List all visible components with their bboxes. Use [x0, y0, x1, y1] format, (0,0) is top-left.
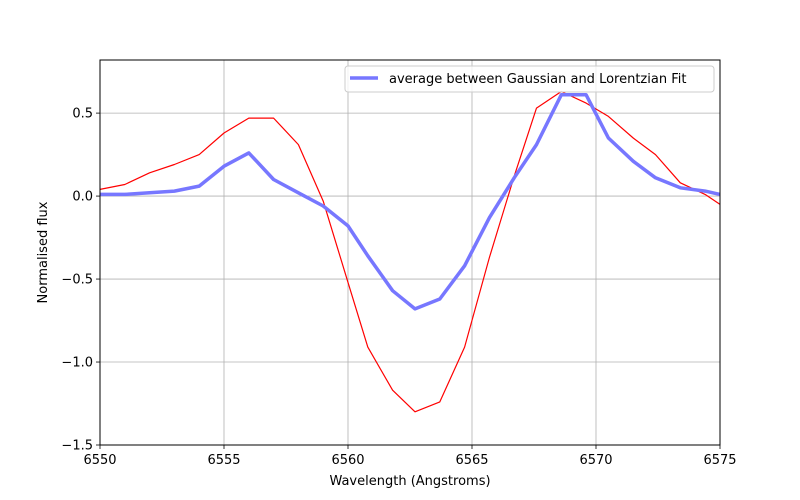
- x-axis-label: Wavelength (Angstroms): [329, 474, 490, 489]
- y-tick-label: 0.5: [72, 107, 93, 122]
- series-line-observed: [99, 90, 721, 413]
- x-tick-label: 6560: [331, 453, 364, 468]
- y-tick-label: −1.0: [61, 356, 93, 371]
- legend-entry-average-fit: average between Gaussian and Lorentzian …: [389, 72, 686, 87]
- y-axis-label: Normalised flux: [36, 201, 51, 303]
- x-tick-label: 6570: [579, 453, 612, 468]
- y-tick-label: −0.5: [61, 273, 93, 288]
- axis-ticks: 6550 6555 6560 6565 6570 6575 −1.5 −1.0 −0.5 0.0 0…: [61, 107, 736, 468]
- y-tick-label: 0.0: [72, 190, 93, 205]
- x-tick-label: 6575: [703, 453, 736, 468]
- legend: average between Gaussian and Lorentzian …: [344, 65, 715, 93]
- grid-lines: [99, 60, 721, 446]
- x-tick-label: 6555: [207, 453, 240, 468]
- y-tick-label: −1.5: [61, 439, 93, 454]
- x-tick-label: 6550: [83, 453, 116, 468]
- x-tick-label: 6565: [455, 453, 488, 468]
- series-lines: [99, 90, 721, 413]
- series-line-average-fit: [100, 93, 721, 311]
- plot-frame: [99, 59, 721, 446]
- legend-box: [344, 65, 715, 93]
